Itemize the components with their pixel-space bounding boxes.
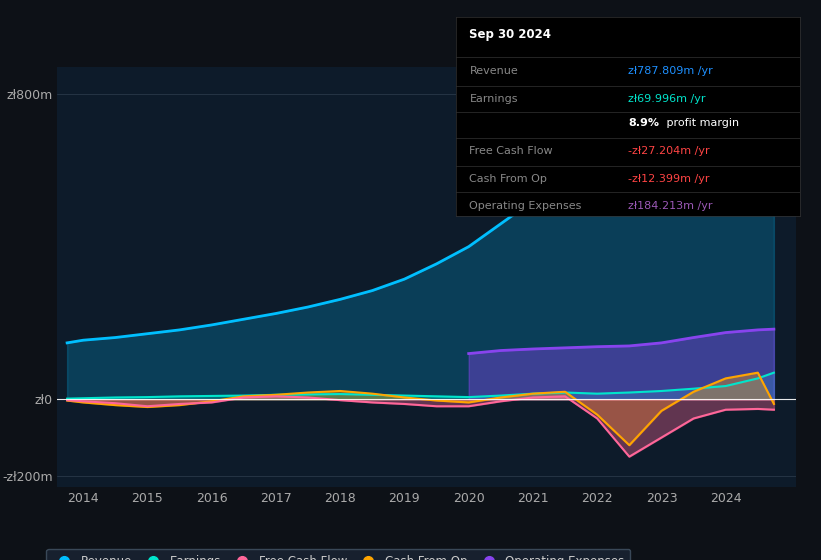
Text: zł787.809m /yr: zł787.809m /yr	[628, 67, 713, 77]
Legend: Revenue, Earnings, Free Cash Flow, Cash From Op, Operating Expenses: Revenue, Earnings, Free Cash Flow, Cash …	[46, 549, 631, 560]
Text: zł184.213m /yr: zł184.213m /yr	[628, 200, 713, 211]
Text: profit margin: profit margin	[663, 118, 739, 128]
Text: Sep 30 2024: Sep 30 2024	[470, 28, 552, 41]
Text: Free Cash Flow: Free Cash Flow	[470, 146, 553, 156]
Text: Earnings: Earnings	[470, 94, 518, 104]
Text: -zł27.204m /yr: -zł27.204m /yr	[628, 146, 709, 156]
Text: Operating Expenses: Operating Expenses	[470, 200, 582, 211]
Text: zł69.996m /yr: zł69.996m /yr	[628, 94, 705, 104]
Text: Revenue: Revenue	[470, 67, 518, 77]
Text: 8.9%: 8.9%	[628, 118, 659, 128]
Text: Cash From Op: Cash From Op	[470, 174, 548, 184]
Text: -zł12.399m /yr: -zł12.399m /yr	[628, 174, 709, 184]
